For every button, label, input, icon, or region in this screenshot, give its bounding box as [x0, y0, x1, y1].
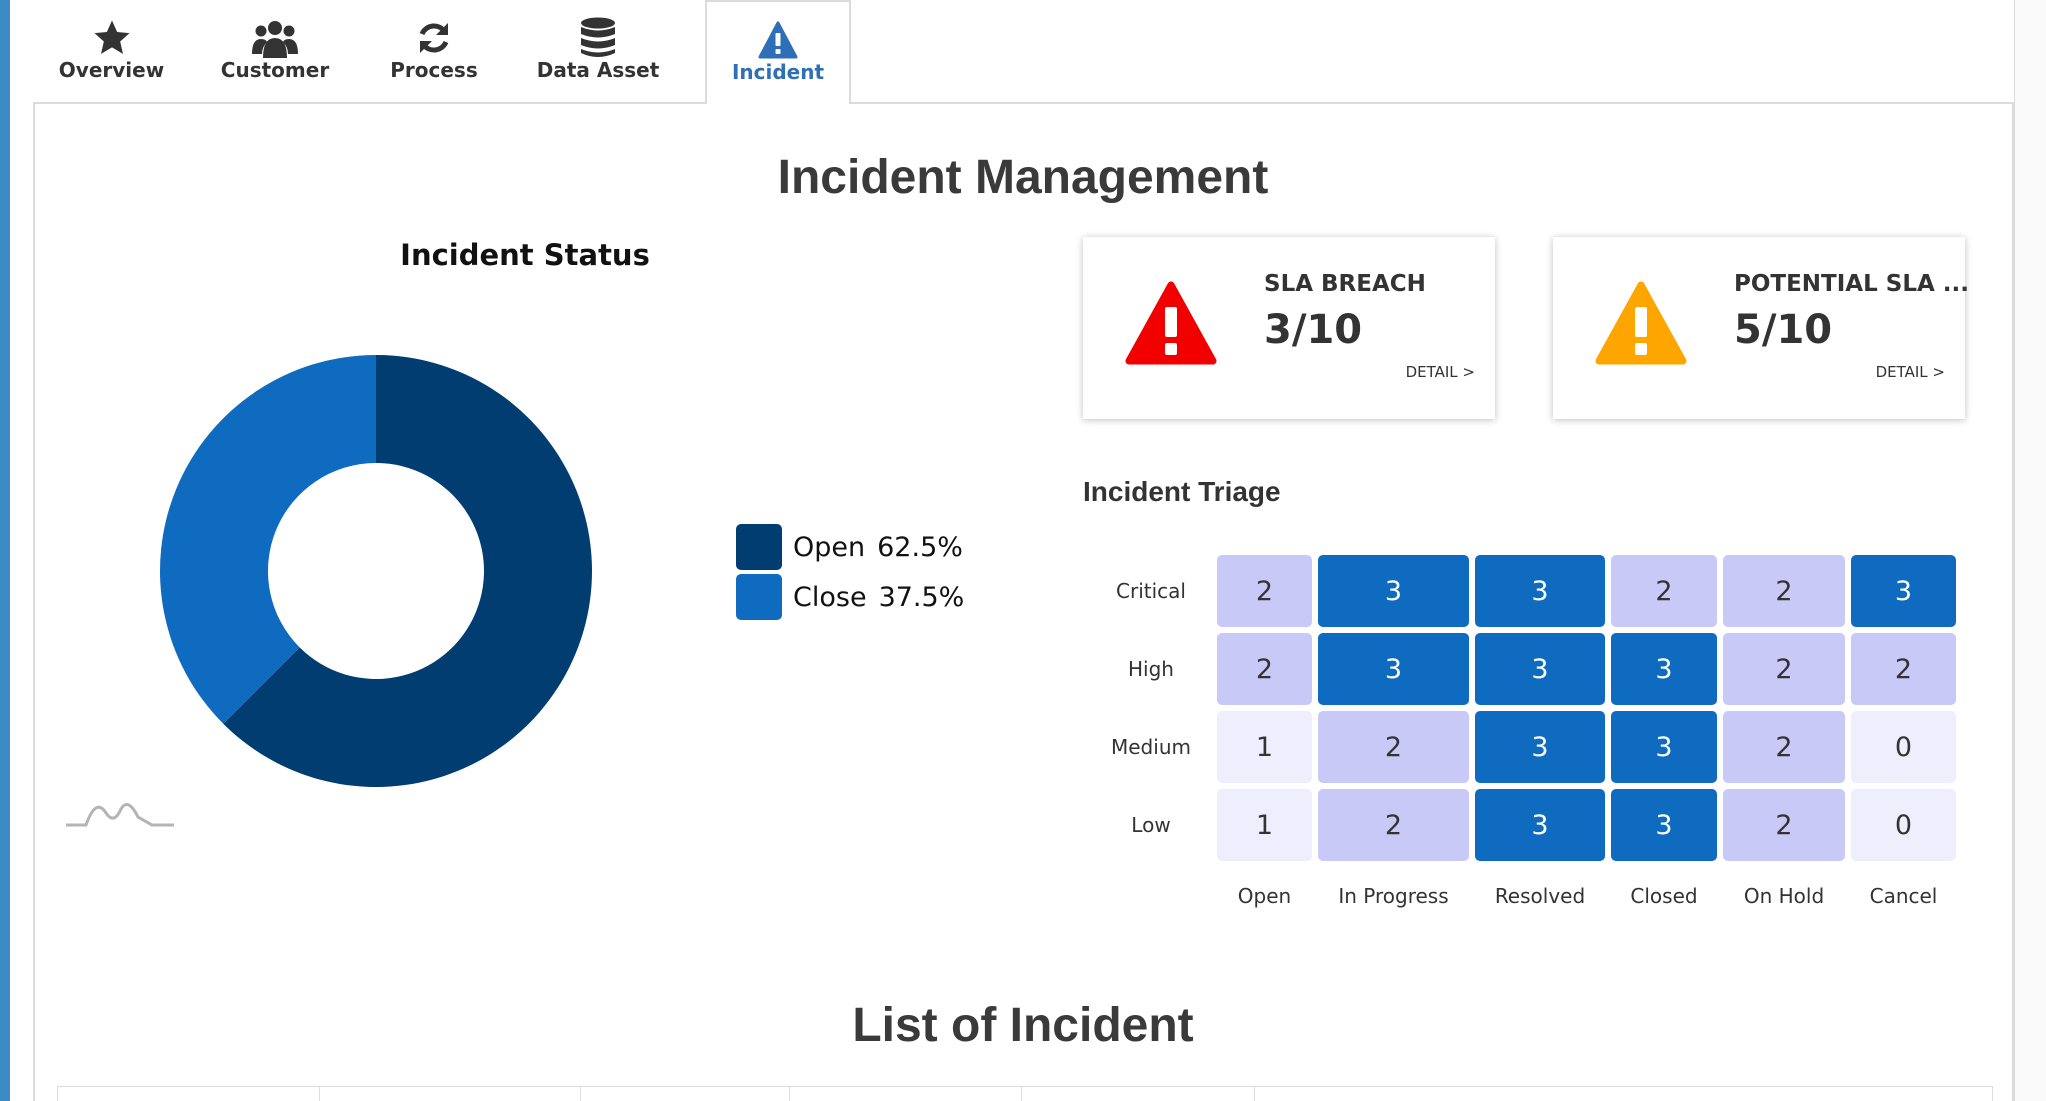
- triage-cell[interactable]: 2: [1611, 555, 1717, 627]
- incident-panel: [33, 102, 2014, 1101]
- legend-item-open[interactable]: Open 62.5%: [736, 522, 964, 572]
- donut-slice-close[interactable]: [159, 355, 376, 724]
- legend-label-close: Close 37.5%: [793, 581, 965, 613]
- triage-row-label-low: Low: [1131, 813, 1171, 837]
- potential-sla-card: POTENTIAL SLA ... 5/10 DETAIL >: [1553, 237, 1969, 419]
- users-icon: [190, 14, 360, 62]
- tab-process-label: Process: [390, 58, 478, 82]
- triage-cell[interactable]: 3: [1475, 633, 1605, 705]
- incident-status-title: Incident Status: [400, 238, 650, 272]
- triage-column-label: Open: [1237, 884, 1292, 908]
- triage-row-label-medium: Medium: [1111, 735, 1191, 759]
- triage-cell[interactable]: 1: [1217, 789, 1312, 861]
- triage-cell[interactable]: 0: [1851, 789, 1956, 861]
- tab-overview-label: Overview: [58, 58, 165, 82]
- database-icon: [508, 14, 688, 62]
- detail-link[interactable]: DETAIL >: [1875, 363, 1945, 381]
- triage-cell[interactable]: 1: [1217, 711, 1312, 783]
- chart-legend: Open 62.5% Close 37.5%: [736, 522, 964, 622]
- tab-data-asset[interactable]: Data Asset: [508, 0, 688, 102]
- triage-column-label: On Hold: [1743, 884, 1825, 908]
- warning-icon: [707, 16, 849, 64]
- left-accent-bar: [0, 0, 10, 1101]
- detail-link[interactable]: DETAIL >: [1405, 363, 1475, 381]
- card-title: POTENTIAL SLA ...: [1734, 271, 1970, 297]
- triage-cell[interactable]: 3: [1611, 789, 1717, 861]
- sla-breach-card: SLA BREACH 3/10 DETAIL >: [1083, 237, 1495, 419]
- triage-column-label: In Progress: [1338, 884, 1449, 908]
- tab-customer[interactable]: Customer: [190, 0, 360, 102]
- triage-column-label: Cancel: [1869, 884, 1938, 908]
- star-icon: [33, 14, 190, 62]
- triage-cell[interactable]: 2: [1723, 555, 1845, 627]
- triage-cell[interactable]: 3: [1475, 555, 1605, 627]
- triage-cell[interactable]: 3: [1611, 711, 1717, 783]
- warning-triangle-icon: [1125, 281, 1217, 372]
- triage-cell[interactable]: 3: [1851, 555, 1956, 627]
- incident-triage-title: Incident Triage: [1083, 476, 1281, 507]
- triage-cell[interactable]: 2: [1723, 789, 1845, 861]
- tab-incident-label: Incident: [731, 60, 825, 84]
- triage-column-label: Resolved: [1494, 884, 1586, 908]
- legend-swatch-close: [736, 574, 782, 620]
- table-column-divider: [1021, 1087, 1022, 1101]
- chart-watermark-icon: [66, 795, 176, 836]
- page-title: Incident Management: [777, 151, 1269, 204]
- tab-bar: Overview Customer Process: [33, 0, 2014, 104]
- table-column-divider: [789, 1087, 790, 1101]
- scrollbar-track[interactable]: [2014, 0, 2046, 1101]
- tab-overview[interactable]: Overview: [33, 0, 190, 102]
- triage-cell[interactable]: 2: [1318, 711, 1469, 783]
- triage-row-label-critical: Critical: [1116, 579, 1186, 603]
- triage-cell[interactable]: 2: [1723, 633, 1845, 705]
- legend-label-open: Open 62.5%: [793, 531, 963, 563]
- triage-cell[interactable]: 3: [1475, 711, 1605, 783]
- triage-cell[interactable]: 0: [1851, 711, 1956, 783]
- triage-cell[interactable]: 3: [1475, 789, 1605, 861]
- table-column-divider: [580, 1087, 581, 1101]
- card-title: SLA BREACH: [1264, 271, 1426, 297]
- triage-row-label-high: High: [1128, 657, 1174, 681]
- triage-cell[interactable]: 2: [1217, 633, 1312, 705]
- triage-cell[interactable]: 3: [1318, 633, 1469, 705]
- legend-swatch-open: [736, 524, 782, 570]
- refresh-icon: [360, 14, 508, 62]
- triage-column-label: Closed: [1630, 884, 1698, 908]
- triage-cell[interactable]: 2: [1851, 633, 1956, 705]
- triage-cell[interactable]: 3: [1611, 633, 1717, 705]
- table-column-divider: [1254, 1087, 1255, 1101]
- table-column-divider: [319, 1087, 320, 1101]
- tab-incident[interactable]: Incident: [705, 0, 851, 104]
- triage-cell[interactable]: 2: [1723, 711, 1845, 783]
- card-value: 3/10: [1264, 307, 1363, 353]
- triage-cell[interactable]: 2: [1318, 789, 1469, 861]
- tab-customer-label: Customer: [220, 58, 330, 82]
- list-of-incident-title: List of Incident: [852, 999, 1194, 1052]
- incident-table: [57, 1086, 1993, 1101]
- tab-data-asset-label: Data Asset: [536, 58, 660, 82]
- warning-triangle-icon: [1595, 281, 1687, 372]
- tab-process[interactable]: Process: [360, 0, 508, 102]
- triage-cell[interactable]: 3: [1318, 555, 1469, 627]
- donut-slice-open[interactable]: [223, 355, 592, 787]
- triage-cell[interactable]: 2: [1217, 555, 1312, 627]
- card-value: 5/10: [1734, 307, 1833, 353]
- incident-status-donut: [159, 355, 592, 787]
- legend-item-close[interactable]: Close 37.5%: [736, 572, 964, 622]
